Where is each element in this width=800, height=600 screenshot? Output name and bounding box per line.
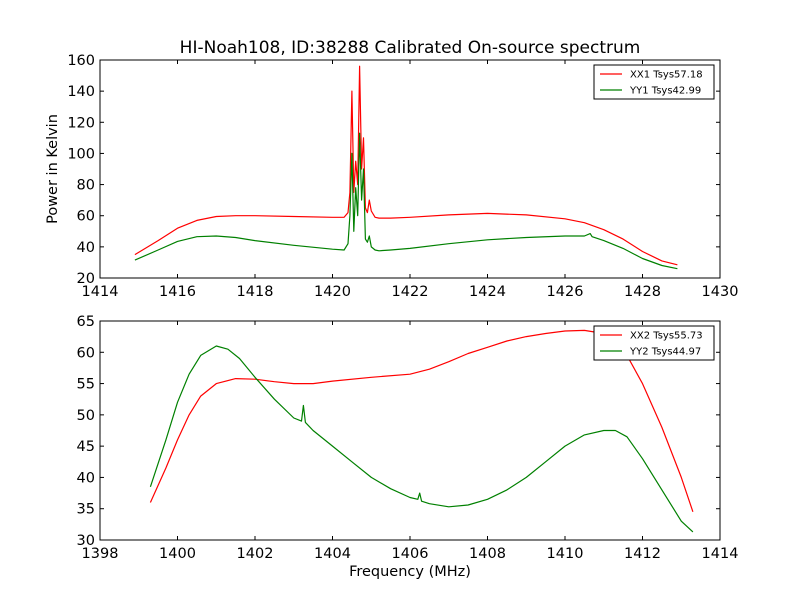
x-tick-label: 1404 (314, 546, 351, 562)
x-tick-label: 1428 (624, 284, 661, 300)
x-tick-label: 1424 (469, 284, 506, 300)
legend-label: YY2 Tsys44.97 (629, 347, 701, 358)
x-tick-label: 1416 (159, 284, 196, 300)
series-line-2 (134, 132, 678, 270)
x-axis-label: Frequency (MHz) (349, 564, 471, 580)
y-tick-label: 80 (77, 178, 95, 194)
y-tick-label: 65 (77, 314, 95, 330)
y-tick-label: 120 (67, 115, 95, 131)
legend: XX1 Tsys57.18 YY1 Tsys42.99 (593, 64, 715, 100)
legend-label: YY1 Tsys42.99 (629, 86, 701, 97)
x-tick-label: 1426 (547, 284, 584, 300)
y-tick-label: 45 (77, 439, 95, 455)
figure-title: HI-Noah108, ID:38288 Calibrated On-sourc… (180, 38, 641, 58)
legend: XX2 Tsys55.73 YY2 Tsys44.97 (593, 325, 715, 361)
x-tick-label: 1410 (547, 546, 584, 562)
y-tick-label: 40 (77, 240, 95, 256)
series-line-2 (149, 345, 694, 533)
y-tick-label: 35 (77, 502, 95, 518)
chart-panel-2: 1398 1400 1402 1404 1406 1408 1410 1412 1414 30 35… (77, 314, 739, 562)
y-tick-label: 20 (77, 271, 95, 287)
legend-label: XX2 Tsys55.73 (630, 331, 703, 342)
y-tick-label: 55 (77, 377, 95, 393)
legend-box (593, 325, 715, 361)
legend-box (593, 64, 715, 100)
series-group (149, 329, 694, 533)
series-group (134, 65, 678, 270)
x-tick-label: 1430 (702, 284, 739, 300)
chart-panel-1: 1414 1416 1418 1420 1422 1424 1426 1428 1430 20 40… (45, 53, 738, 300)
y-tick-label: 160 (67, 53, 95, 69)
y-tick-label: 50 (77, 408, 95, 424)
y-axis-label: Power in Kelvin (45, 114, 61, 224)
x-tick-label: 1398 (82, 546, 119, 562)
x-tick-label: 1414 (82, 284, 119, 300)
x-tick-label: 1400 (159, 546, 196, 562)
x-tick-label: 1420 (314, 284, 351, 300)
x-tick-label: 1402 (237, 546, 274, 562)
x-tick-label: 1412 (624, 546, 661, 562)
x-tick-label: 1418 (237, 284, 274, 300)
y-tick-label: 60 (77, 209, 95, 225)
x-tick-label: 1414 (702, 546, 739, 562)
y-tick-label: 30 (77, 533, 95, 549)
series-line-1 (134, 65, 678, 266)
x-tick-label: 1422 (392, 284, 429, 300)
y-tick-label: 60 (77, 345, 95, 361)
legend-label: XX1 Tsys57.18 (630, 70, 703, 81)
x-tick-label: 1408 (469, 546, 506, 562)
x-tick-label: 1406 (392, 546, 429, 562)
y-tick-label: 140 (67, 84, 95, 100)
y-tick-label: 100 (67, 146, 95, 162)
y-tick-label: 40 (77, 470, 95, 486)
